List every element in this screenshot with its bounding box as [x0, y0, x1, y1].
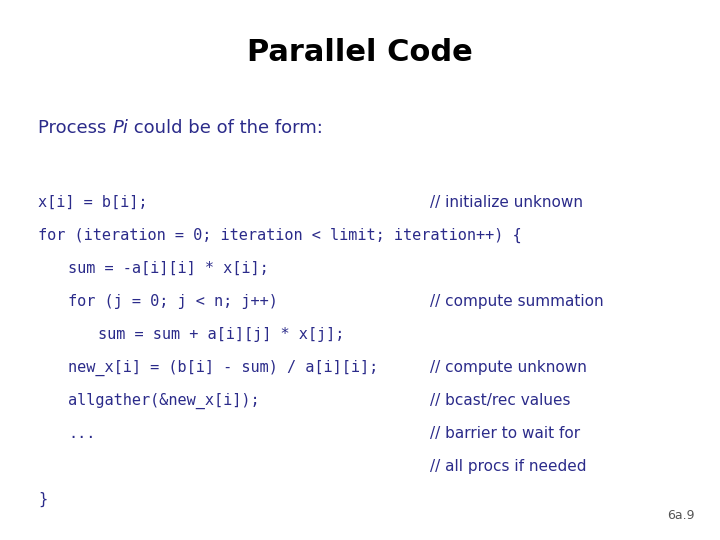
- Text: x[i] = b[i];: x[i] = b[i];: [38, 195, 148, 210]
- Text: Pi: Pi: [112, 119, 128, 137]
- Text: ...: ...: [68, 426, 95, 441]
- Text: // bcast/rec values: // bcast/rec values: [430, 393, 570, 408]
- Text: Process: Process: [38, 119, 112, 137]
- Text: 6a.9: 6a.9: [667, 509, 695, 522]
- Text: Parallel Code: Parallel Code: [247, 38, 473, 67]
- Text: // barrier to wait for: // barrier to wait for: [430, 426, 580, 441]
- Text: // all procs if needed: // all procs if needed: [430, 459, 587, 474]
- Text: new_x[i] = (b[i] - sum) / a[i][i];: new_x[i] = (b[i] - sum) / a[i][i];: [68, 360, 378, 376]
- Text: for (iteration = 0; iteration < limit; iteration++) {: for (iteration = 0; iteration < limit; i…: [38, 228, 521, 243]
- Text: // compute unknown: // compute unknown: [430, 360, 587, 375]
- Text: // compute summation: // compute summation: [430, 294, 603, 309]
- Text: }: }: [38, 492, 47, 507]
- Text: // initialize unknown: // initialize unknown: [430, 195, 583, 210]
- Text: sum = -a[i][i] * x[i];: sum = -a[i][i] * x[i];: [68, 261, 269, 276]
- Text: could be of the form:: could be of the form:: [128, 119, 323, 137]
- Text: allgather(&new_x[i]);: allgather(&new_x[i]);: [68, 393, 260, 409]
- Text: for (j = 0; j < n; j++): for (j = 0; j < n; j++): [68, 294, 278, 309]
- Text: sum = sum + a[i][j] * x[j];: sum = sum + a[i][j] * x[j];: [98, 327, 344, 342]
